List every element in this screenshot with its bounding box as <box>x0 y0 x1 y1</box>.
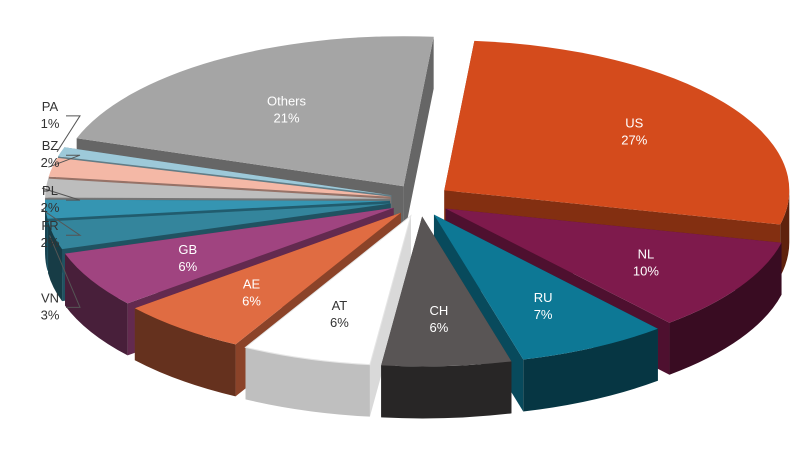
slice-fr <box>45 199 391 219</box>
label-name-pl: PL <box>42 183 58 198</box>
label-name-pa: PA <box>42 99 59 114</box>
slice-vn <box>48 203 391 250</box>
slice-ae <box>134 212 401 345</box>
label-value-gb: 6% <box>178 259 197 274</box>
slice-pa <box>58 147 392 196</box>
label-value-us: 27% <box>621 132 647 147</box>
slice-rim-at-0 <box>245 347 370 417</box>
label-value-pl: 2% <box>41 200 60 215</box>
label-name-ae: AE <box>243 276 261 291</box>
slice-wall-others-1 <box>403 36 434 239</box>
label-value-ch: 6% <box>429 320 448 335</box>
label-name-gb: GB <box>178 242 197 257</box>
pie-slice-tops <box>45 36 790 367</box>
slice-at <box>244 214 412 366</box>
label-name-ch: CH <box>429 303 448 318</box>
label-name-vn: VN <box>41 290 59 305</box>
label-name-ru: RU <box>534 290 553 305</box>
label-value-nl: 10% <box>633 264 659 279</box>
slice-rim-ch-0 <box>381 361 512 419</box>
slice-us <box>444 40 790 225</box>
slice-rim-gb-0 <box>65 253 128 356</box>
label-name-bz: BZ <box>42 138 59 153</box>
pie-labels: US 27% NL 10% RU 7% CH 6% AT 6% AE 6% GB 6% VN 3% FR 2% PL… <box>41 93 660 335</box>
slice-rim-ru-0 <box>523 328 658 412</box>
label-name-at: AT <box>332 298 348 313</box>
label-name-nl: NL <box>638 247 655 262</box>
leader-line-bz <box>48 154 81 168</box>
slice-bz <box>48 157 391 197</box>
slice-rim-us-0 <box>780 190 790 277</box>
slice-ru <box>433 214 658 360</box>
slice-pl <box>45 178 391 199</box>
label-name-others: Others <box>267 93 307 108</box>
slice-ch <box>381 216 512 367</box>
label-value-bz: 2% <box>41 155 60 170</box>
label-value-ru: 7% <box>534 307 553 322</box>
leader-line-fr <box>41 208 82 236</box>
label-value-pa: 1% <box>41 116 60 131</box>
label-value-vn: 3% <box>41 307 60 322</box>
slice-gb <box>65 207 394 304</box>
label-name-fr: FR <box>41 218 58 233</box>
slice-nl <box>445 208 782 323</box>
label-value-ae: 6% <box>242 293 261 308</box>
label-name-us: US <box>625 115 643 130</box>
slice-rim-nl-0 <box>669 242 782 375</box>
leader-line-pa <box>56 115 81 153</box>
slice-rim-ae-0 <box>134 308 236 397</box>
slice-rim-fr-0 <box>45 200 48 271</box>
leader-line-vn <box>49 235 81 308</box>
leader-line-pl <box>41 187 81 201</box>
label-value-fr: 2% <box>41 235 60 250</box>
label-value-others: 21% <box>273 110 299 125</box>
slice-others <box>76 36 434 187</box>
label-value-at: 6% <box>330 315 349 330</box>
